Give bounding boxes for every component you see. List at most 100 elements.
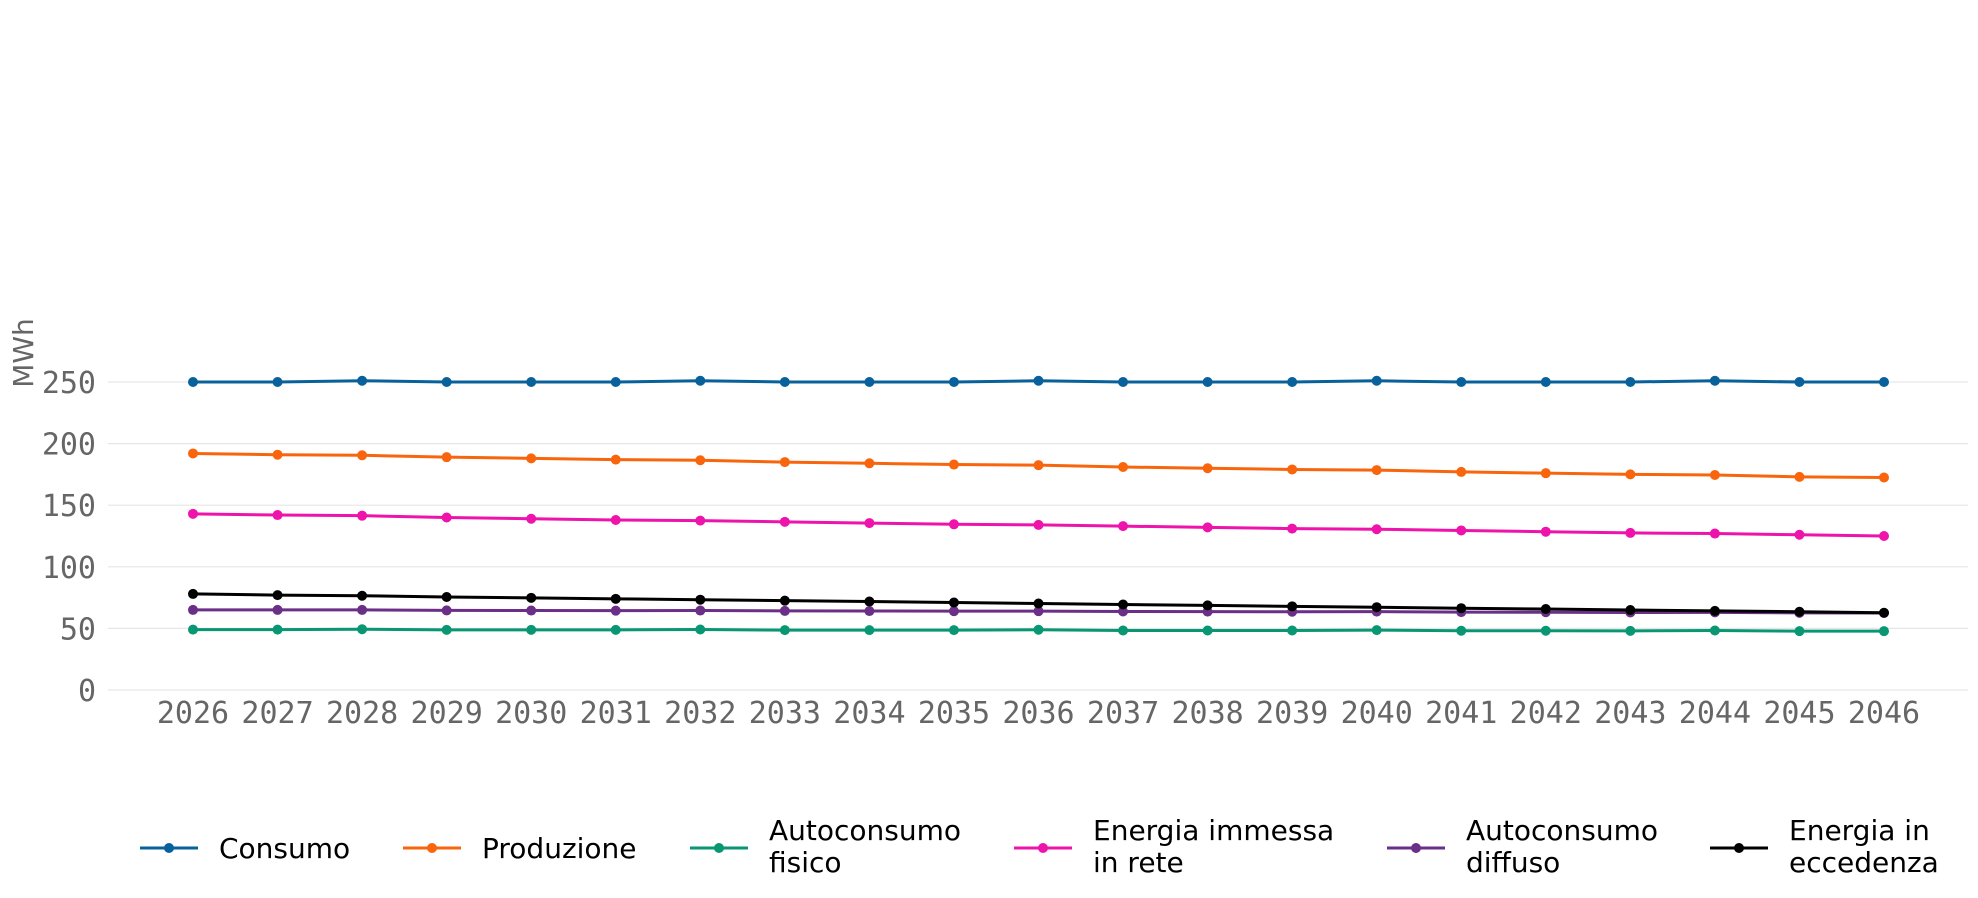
- legend-marker: [714, 843, 724, 853]
- data-point: [441, 591, 452, 602]
- data-point: [1625, 625, 1636, 636]
- series-2: [188, 624, 1889, 637]
- y-tick-label: 200: [42, 428, 96, 463]
- data-point: [1118, 599, 1129, 610]
- data-point: [695, 624, 706, 635]
- legend-label: Energia immessa: [1093, 814, 1334, 847]
- data-point: [695, 594, 706, 605]
- x-tick-label: 2030: [495, 696, 567, 731]
- y-tick-label: 50: [60, 612, 96, 647]
- data-point: [1794, 377, 1805, 387]
- data-point: [610, 514, 621, 525]
- data-point: [526, 377, 537, 387]
- data-point: [357, 450, 368, 461]
- data-point: [1456, 377, 1467, 387]
- data-point: [1118, 606, 1129, 617]
- y-tick-label: 0: [78, 674, 96, 709]
- legend-label: in rete: [1093, 846, 1184, 879]
- data-point: [1287, 625, 1298, 636]
- data-point: [948, 377, 959, 387]
- data-point: [1033, 624, 1044, 635]
- data-point: [1287, 464, 1298, 475]
- data-point: [1794, 606, 1805, 617]
- data-point: [1709, 375, 1720, 386]
- data-point: [1202, 625, 1213, 636]
- data-point: [272, 604, 283, 615]
- x-tick-label: 2045: [1763, 696, 1835, 731]
- data-point: [1625, 469, 1636, 480]
- x-tick-label: 2036: [1002, 696, 1074, 731]
- x-tick-label: 2035: [918, 696, 990, 731]
- legend-label: diffuso: [1466, 846, 1560, 879]
- data-point: [1540, 604, 1551, 615]
- data-point: [1118, 625, 1129, 636]
- data-point: [441, 624, 452, 635]
- data-point: [1033, 519, 1044, 530]
- data-point: [1033, 606, 1044, 617]
- data-point: [1371, 465, 1382, 476]
- data-point: [1202, 522, 1213, 533]
- data-point: [188, 624, 198, 635]
- data-point: [948, 625, 959, 636]
- x-axis-ticks: 2026 2027 2028 2029 2030 2031 2032 2033 2034 2035…: [157, 696, 1920, 731]
- data-point: [526, 453, 537, 464]
- x-tick-label: 2039: [1256, 696, 1328, 731]
- data-point: [1033, 460, 1044, 471]
- x-tick-label: 2040: [1341, 696, 1413, 731]
- data-point: [779, 457, 790, 468]
- data-point: [1287, 601, 1298, 612]
- legend-label: fisico: [769, 846, 842, 879]
- data-point: [357, 590, 368, 601]
- data-point: [864, 596, 875, 607]
- x-tick-label: 2046: [1848, 696, 1920, 731]
- data-point: [272, 449, 283, 460]
- x-tick-label: 2029: [411, 696, 483, 731]
- data-point: [779, 605, 790, 616]
- y-tick-label: 250: [42, 366, 96, 401]
- data-point: [695, 375, 706, 386]
- data-point: [610, 624, 621, 635]
- legend-label: Energia in: [1789, 814, 1930, 847]
- data-point: [441, 512, 452, 523]
- y-tick-label: 150: [42, 489, 96, 524]
- data-point: [357, 604, 368, 615]
- data-point: [1709, 605, 1720, 616]
- data-point: [1202, 600, 1213, 611]
- gridlines: [108, 381, 1968, 691]
- data-point: [1456, 625, 1467, 636]
- legend-marker: [1411, 843, 1421, 853]
- x-tick-label: 2038: [1171, 696, 1243, 731]
- data-point: [610, 377, 621, 387]
- data-point: [779, 516, 790, 527]
- data-point: [441, 605, 452, 616]
- data-point: [188, 604, 198, 615]
- data-point: [1625, 377, 1636, 387]
- data-point: [1371, 524, 1382, 535]
- data-point: [948, 459, 959, 470]
- data-point: [1794, 529, 1805, 540]
- data-point: [357, 624, 368, 635]
- x-tick-label: 2033: [749, 696, 821, 731]
- data-point: [272, 590, 283, 601]
- x-tick-label: 2044: [1679, 696, 1751, 731]
- data-point: [610, 454, 621, 465]
- data-point: [357, 510, 368, 521]
- legend-label: Autoconsumo: [769, 814, 961, 847]
- legend-marker: [1734, 843, 1744, 853]
- data-point: [695, 455, 706, 466]
- data-point: [526, 513, 537, 524]
- data-point: [1540, 468, 1551, 479]
- series-0: [188, 375, 1889, 387]
- data-point: [864, 518, 875, 529]
- x-tick-label: 2037: [1087, 696, 1159, 731]
- x-tick-label: 2032: [664, 696, 736, 731]
- data-point: [948, 519, 959, 530]
- data-point: [1371, 625, 1382, 636]
- legend-item: Consumo: [140, 832, 350, 865]
- x-tick-label: 2043: [1594, 696, 1666, 731]
- x-tick-label: 2031: [580, 696, 652, 731]
- data-point: [1879, 377, 1889, 387]
- data-point: [188, 377, 198, 387]
